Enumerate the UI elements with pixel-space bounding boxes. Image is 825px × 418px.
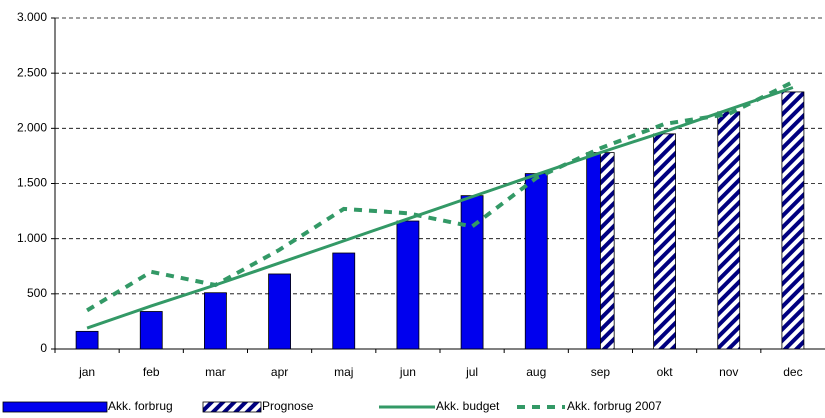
x-tick-label: jun	[399, 365, 416, 379]
x-tick-label: mar	[205, 365, 226, 379]
y-tick-label: 1.000	[17, 231, 47, 245]
line	[86, 86, 794, 330]
x-tick-label: sep	[591, 365, 611, 379]
legend-swatch	[202, 401, 262, 413]
x-tick-label: feb	[143, 365, 160, 379]
bar	[781, 91, 805, 350]
legend-label: Akk. forbrug	[108, 399, 173, 413]
line	[86, 80, 794, 313]
y-tick-label: 3.000	[17, 10, 47, 24]
x-tick-label: okt	[657, 365, 674, 379]
x-tick-label: nov	[719, 365, 738, 379]
x-tick-label: aug	[526, 365, 546, 379]
bar	[586, 152, 601, 350]
x-tick-label: apr	[271, 365, 288, 379]
y-tick-label: 1.500	[17, 176, 47, 190]
bar	[524, 173, 548, 350]
legend-label: Akk. forbrug 2007	[567, 399, 662, 413]
y-tick-label: 0	[40, 341, 47, 355]
bar	[396, 220, 420, 350]
x-tick-label: dec	[783, 365, 802, 379]
x-tick-label: jul	[465, 365, 478, 379]
legend-label: Akk. budget	[436, 399, 500, 413]
legend-swatch	[2, 401, 108, 413]
bar	[204, 292, 227, 350]
x-tick-label: jan	[78, 365, 95, 379]
bar	[139, 311, 163, 350]
bar	[600, 152, 615, 350]
y-tick-label: 2.000	[17, 121, 47, 135]
bar	[332, 252, 356, 350]
y-tick-label: 500	[27, 286, 47, 300]
bar	[653, 133, 676, 350]
bar	[460, 195, 484, 350]
y-tick-label: 2.500	[17, 65, 47, 79]
bar	[717, 111, 741, 350]
legend-label: Prognose	[262, 399, 314, 413]
bar	[75, 330, 99, 350]
bar	[268, 273, 291, 350]
x-tick-label: maj	[334, 365, 353, 379]
